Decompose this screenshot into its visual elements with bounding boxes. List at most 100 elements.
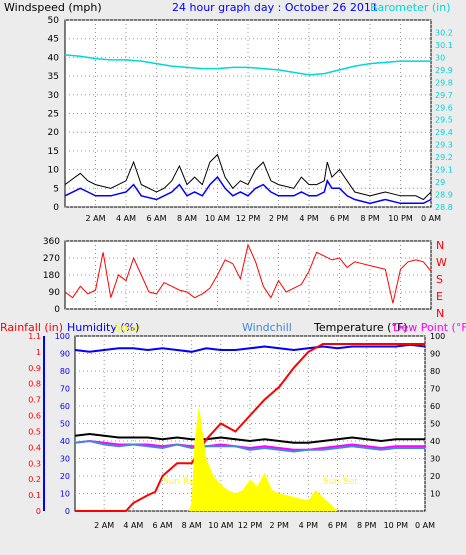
top-left-tick-label: 45 [48, 35, 59, 45]
direction-tick-label: 0 [54, 305, 60, 315]
temp-tick-label: 100 [430, 332, 445, 341]
top-right-tick-label: 29.3 [435, 141, 453, 150]
rain-tick-label: 0.5 [28, 427, 41, 436]
top-right-tick-label: 29.7 [435, 91, 453, 100]
bottom-x-tick-label: 6 AM [152, 521, 172, 530]
compass-letter: E [436, 290, 443, 303]
rain-tick-label: 0.7 [28, 396, 41, 405]
series-windspeed-line [64, 175, 432, 205]
sunrise-annotation: Sun Rise [163, 477, 202, 487]
top-left-tick-label: 0 [53, 203, 59, 213]
rain-tick-label: 0.9 [28, 364, 41, 373]
top-right-tick-label: 30 [435, 53, 445, 62]
rainfall-axis-label: Rainfall (in) [0, 321, 63, 334]
top-x-tick-label: 6 PM [330, 214, 349, 223]
top-x-tick-label: 8 PM [360, 214, 379, 223]
rain-tick-label: 1.1 [28, 332, 41, 341]
top-x-tick-label: 2 AM [85, 214, 105, 223]
top-x-tick-label: 2 PM [269, 214, 288, 223]
humidity-tick-label: 40 [60, 437, 70, 446]
bottom-x-tick-label: 2 AM [94, 521, 114, 530]
humidity-tick-label: 80 [60, 367, 70, 376]
rain-tick-label: 0.6 [28, 412, 41, 421]
top-right-tick-label: 29.1 [435, 166, 453, 175]
top-right-tick-label: 29.8 [435, 78, 453, 87]
top-x-tick-label: 10 PM [388, 214, 413, 223]
bottom-x-tick-label: 4 AM [123, 521, 143, 530]
temperature-label: Temperature (°F) [313, 321, 408, 334]
sunset-annotation: Sun Set [323, 477, 358, 487]
top-right-tick-label: 29.6 [435, 103, 453, 112]
top-left-tick-label: 30 [48, 91, 60, 101]
temp-tick-label: 80 [430, 367, 440, 376]
barometer-axis-label: Barometer (in) [370, 1, 451, 14]
direction-tick-label: 360 [43, 237, 60, 247]
humidity-tick-label: 100 [55, 332, 70, 341]
bottom-x-tick-label: 4 PM [299, 521, 318, 530]
series-windchill-line [74, 439, 425, 453]
rain-tick-label: 0.2 [28, 475, 41, 484]
bottom-x-tick-label: 0 AM [415, 521, 435, 530]
rain-tick-label: 0.3 [28, 459, 41, 468]
top-left-tick-label: 15 [48, 147, 59, 157]
top-right-tick-label: 28.9 [435, 191, 453, 200]
series-solar-area [75, 406, 425, 511]
compass-letter: N [436, 239, 444, 252]
top-x-tick-label: 12 PM [236, 214, 261, 223]
temp-tick-label: 40 [430, 437, 440, 446]
temp-tick-label: 20 [430, 472, 440, 481]
top-right-tick-label: 29 [435, 178, 445, 187]
rain-tick-label: 0.8 [28, 380, 41, 389]
temp-tick-label: 30 [430, 455, 440, 464]
top-right-tick-label: 30.1 [435, 41, 453, 50]
temp-tick-label: 90 [430, 350, 440, 359]
series-humidity-line [74, 343, 426, 353]
windspeed-axis-label: Windspeed (mph) [4, 1, 102, 14]
top-right-tick-label: 30.2 [435, 28, 453, 37]
humidity-tick-label: 10 [60, 490, 70, 499]
top-right-tick-label: 29.4 [435, 128, 453, 137]
top-right-tick-label: 29.2 [435, 153, 453, 162]
temp-tick-label: 60 [430, 402, 440, 411]
bottom-x-tick-label: 12 PM [238, 521, 263, 530]
bottom-x-tick-label: 2 PM [269, 521, 288, 530]
series-direction-line [64, 243, 432, 304]
compass-letter: N [436, 307, 444, 320]
top-left-tick-label: 25 [48, 110, 59, 120]
top-x-tick-label: 4 AM [116, 214, 136, 223]
humidity-axis-label: Humidity (%) [67, 321, 139, 334]
rain-tick-label: 1 [36, 348, 41, 357]
bottom-x-tick-label: 6 PM [328, 521, 347, 530]
humidity-tick-label: 70 [60, 385, 70, 394]
compass-letter: S [436, 273, 443, 286]
dewpoint-label: Dew Point (°F) [393, 321, 466, 334]
top-right-tick-label: 29.5 [435, 116, 453, 125]
rain-tick-label: 0 [36, 507, 41, 516]
temp-tick-label: 50 [430, 420, 440, 429]
bottom-x-tick-label: 8 PM [357, 521, 376, 530]
direction-tick-label: 90 [49, 288, 61, 298]
windchill-label: Windchill [242, 321, 292, 334]
bottom-x-tick-label: 8 AM [182, 521, 202, 530]
direction-tick-label: 270 [43, 254, 60, 264]
chart-title: 24 hour graph day : October 26 2011 [172, 1, 378, 14]
series-temperature-line [74, 432, 425, 444]
top-left-tick-label: 10 [48, 166, 60, 176]
humidity-tick-label: 90 [60, 350, 70, 359]
top-x-tick-label: 8 AM [177, 214, 197, 223]
top-right-tick-label: 29.9 [435, 66, 453, 75]
series-barometer-line [64, 54, 431, 76]
rain-tick-label: 0.1 [28, 491, 41, 500]
bottom-x-tick-label: 10 AM [208, 521, 233, 530]
top-left-tick-label: 50 [48, 16, 60, 26]
top-x-tick-label: 6 AM [146, 214, 166, 223]
humidity-tick-label: 20 [60, 472, 70, 481]
top-x-tick-label: 10 AM [205, 214, 230, 223]
humidity-tick-label: 60 [60, 402, 70, 411]
temp-tick-label: 10 [430, 490, 440, 499]
direction-plot-area [64, 240, 432, 310]
humidity-tick-label: 50 [60, 420, 70, 429]
series-rain-line [75, 343, 425, 512]
